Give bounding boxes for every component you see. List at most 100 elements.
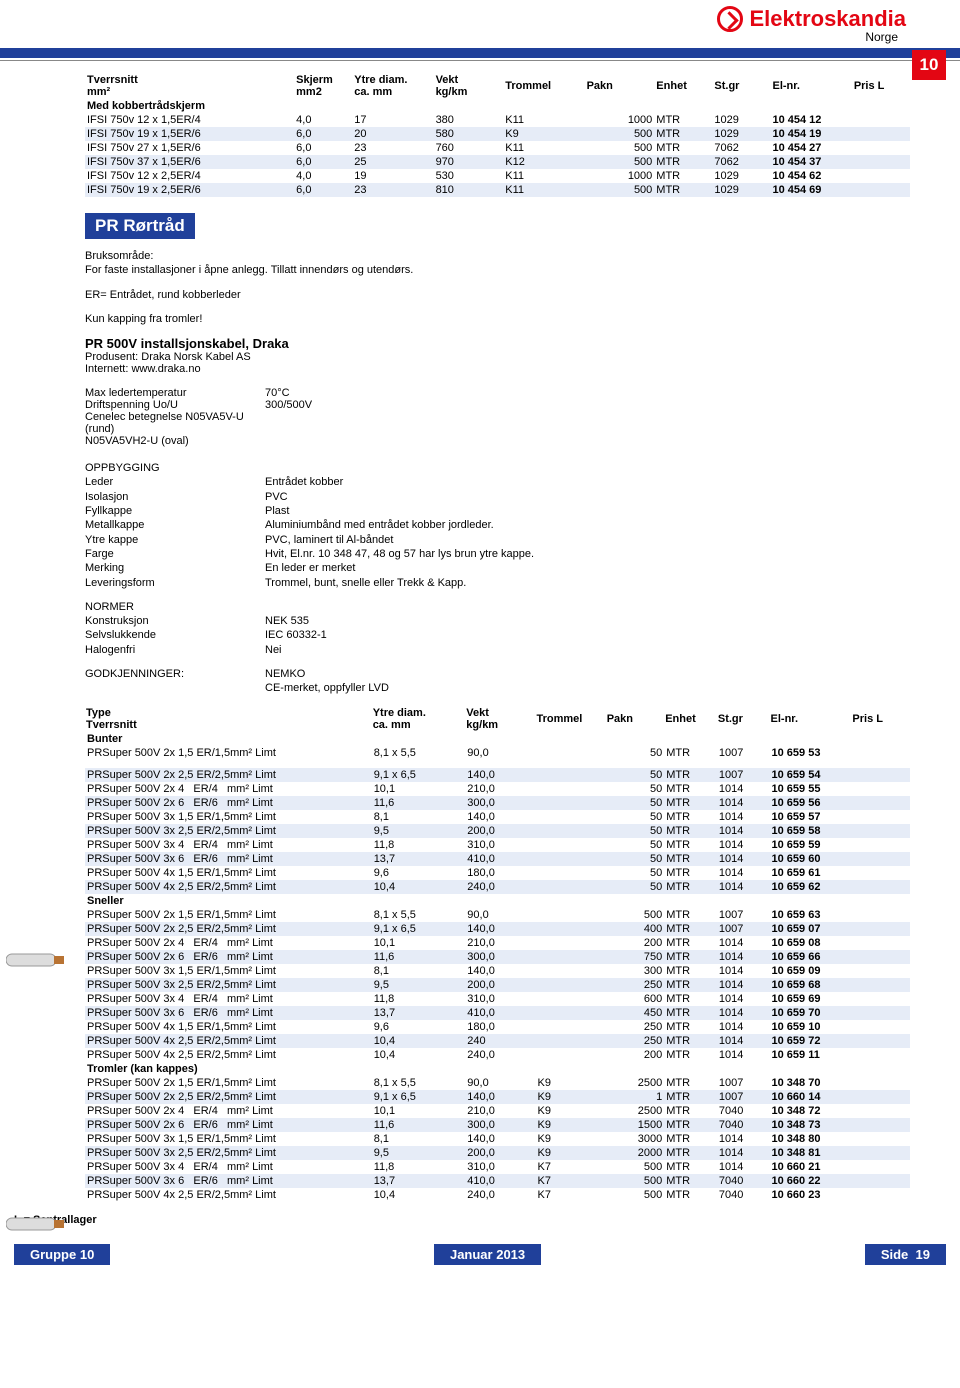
col-header: Ytre diam.ca. mm bbox=[352, 73, 433, 99]
spec-row: Driftspenning Uo/U300/500V bbox=[85, 399, 910, 411]
oppbygging-row: FyllkappePlast bbox=[85, 504, 910, 518]
table-row: PRSuper 500V 3x 4 ER/4 mm² Limt 11,8310,… bbox=[85, 838, 910, 852]
footer-center: Januar 2013 bbox=[434, 1244, 541, 1265]
table-row: PRSuper 500V 4x 2,5 ER/2,5mm² Limt 10,42… bbox=[85, 1188, 910, 1202]
godkj-label: GODKJENNINGER: bbox=[85, 667, 265, 696]
footer: Gruppe 10 Januar 2013 Side 19 bbox=[0, 1244, 960, 1265]
footer-right: Side 19 bbox=[865, 1244, 946, 1265]
spec-row: Max ledertemperatur70°C bbox=[85, 387, 910, 399]
table-section-label: Sneller bbox=[85, 894, 910, 908]
table-row: PRSuper 500V 3x 1,5 ER/1,5mm² Limt 8,114… bbox=[85, 810, 910, 824]
table-row: IFSI 750v 12 x 2,5ER/44,019530K11 1000MT… bbox=[85, 169, 910, 183]
footer-sentr: L = Sentrallager bbox=[0, 1214, 960, 1226]
page-badge: 10 bbox=[912, 50, 946, 80]
oppbygging-row: LeveringsformTrommel, bunt, snelle eller… bbox=[85, 576, 910, 590]
table-row: PRSuper 500V 3x 2,5 ER/2,5mm² Limt 9,520… bbox=[85, 978, 910, 992]
table-row: PRSuper 500V 2x 2,5 ER/2,5mm² Limt 9,1 x… bbox=[85, 768, 910, 782]
col-header: St.gr bbox=[717, 706, 770, 732]
oppbygging-row: IsolasjonPVC bbox=[85, 490, 910, 504]
header-rule-thin bbox=[0, 60, 960, 61]
table-row: PRSuper 500V 2x 2,5 ER/2,5mm² Limt 9,1 x… bbox=[85, 922, 910, 936]
col-header: El-nr. bbox=[770, 73, 851, 99]
oppbygging-label: OPPBYGGING bbox=[85, 461, 910, 475]
bruks-label: Bruksområde: bbox=[85, 250, 153, 262]
er-text: ER= Entrådet, rund kobberleder bbox=[85, 288, 910, 302]
col-header: TypeTverrsnitt bbox=[85, 706, 372, 732]
table-row: PRSuper 500V 4x 2,5 ER/2,5mm² Limt 10,42… bbox=[85, 1034, 910, 1048]
spec-row: Cenelec betegnelse N05VA5V-U (rund) bbox=[85, 411, 910, 435]
table-row: PRSuper 500V 2x 4 ER/4 mm² Limt 10,1210,… bbox=[85, 936, 910, 950]
internet-label: Internett: bbox=[85, 363, 128, 375]
col-header: Trommel bbox=[536, 706, 606, 732]
normer-row: SelvslukkendeIEC 60332-1 bbox=[85, 628, 910, 642]
header-rule-blue bbox=[0, 48, 960, 58]
table-row: PRSuper 500V 2x 1,5 ER/1,5mm² Limt 8,1 x… bbox=[85, 746, 910, 760]
brand-logo: Elektroskandia bbox=[717, 6, 906, 32]
col-header: Enhet bbox=[664, 706, 717, 732]
col-header: Trommel bbox=[503, 73, 584, 99]
table-row: PRSuper 500V 3x 1,5 ER/1,5mm² Limt 8,114… bbox=[85, 964, 910, 978]
subsection-title: PR 500V installsjonskabel, Draka bbox=[85, 336, 910, 351]
table-row: PRSuper 500V 3x 2,5 ER/2,5mm² Limt 9,520… bbox=[85, 824, 910, 838]
normer-label: NORMER bbox=[85, 600, 910, 614]
internet-row: Internett: www.draka.no bbox=[85, 363, 910, 375]
oppbygging-row: Ytre kappePVC, laminert til Al-båndet bbox=[85, 533, 910, 547]
table-row: PRSuper 500V 2x 2,5 ER/2,5mm² Limt 9,1 x… bbox=[85, 1090, 910, 1104]
table-row: PRSuper 500V 3x 6 ER/6 mm² Limt 13,7410,… bbox=[85, 1174, 910, 1188]
table-row: PRSuper 500V 2x 4 ER/4 mm² Limt 10,1210,… bbox=[85, 782, 910, 796]
table-row: PRSuper 500V 4x 1,5 ER/1,5mm² Limt 9,618… bbox=[85, 866, 910, 880]
cable-thumb-icon bbox=[6, 1210, 66, 1238]
table-row: IFSI 750v 37 x 1,5ER/66,025970K12 500MTR… bbox=[85, 155, 910, 169]
table-row: PRSuper 500V 4x 1,5 ER/1,5mm² Limt 9,618… bbox=[85, 1020, 910, 1034]
col-header: Enhet bbox=[654, 73, 712, 99]
col-header: Pakn bbox=[606, 706, 665, 732]
col-header: El-nr. bbox=[770, 706, 852, 732]
table-row: PRSuper 500V 3x 4 ER/4 mm² Limt 11,8310,… bbox=[85, 1160, 910, 1174]
table-section-label: Tromler (kan kappes) bbox=[85, 1062, 910, 1076]
table-row: IFSI 750v 27 x 1,5ER/66,023760K11 500MTR… bbox=[85, 141, 910, 155]
table-row: IFSI 750v 19 x 1,5ER/66,020580K9 500MTR1… bbox=[85, 127, 910, 141]
col-header: Skjermmm2 bbox=[294, 73, 352, 99]
table-section-label: Bunter bbox=[85, 732, 910, 746]
col-header: Pris L bbox=[852, 73, 910, 99]
table-row: PRSuper 500V 2x 6 ER/6 mm² Limt 11,6300,… bbox=[85, 950, 910, 964]
specs-block: Max ledertemperatur70°CDriftspenning Uo/… bbox=[85, 387, 910, 447]
table-row: PRSuper 500V 4x 2,5 ER/2,5mm² Limt 10,42… bbox=[85, 1048, 910, 1062]
internet-val: www.draka.no bbox=[131, 363, 200, 375]
col-header: Vektkg/km bbox=[465, 706, 535, 732]
spec-row: N05VA5VH2-U (oval) bbox=[85, 435, 910, 447]
normer-row: HalogenfriNei bbox=[85, 643, 910, 657]
table-prsuper: TypeTverrsnittYtre diam.ca. mmVektkg/kmT… bbox=[85, 706, 910, 1202]
godkj-row: NEMKO bbox=[265, 667, 910, 681]
table-row: PRSuper 500V 3x 4 ER/4 mm² Limt 11,8310,… bbox=[85, 992, 910, 1006]
godkj-block: GODKJENNINGER: NEMKOCE-merket, oppfyller… bbox=[85, 667, 910, 696]
table-row: IFSI 750v 12 x 1,5ER/44,017380K11 1000MT… bbox=[85, 113, 910, 127]
footer-left: Gruppe 10 bbox=[14, 1244, 110, 1265]
oppbygging-row: LederEntrådet kobber bbox=[85, 475, 910, 489]
producer-val: Draka Norsk Kabel AS bbox=[141, 351, 250, 363]
header: Elektroskandia Norge bbox=[0, 0, 960, 48]
table-row: PRSuper 500V 2x 1,5 ER/1,5mm² Limt 8,1 x… bbox=[85, 908, 910, 922]
table-row: PRSuper 500V 2x 4 ER/4 mm² Limt 10,1210,… bbox=[85, 1104, 910, 1118]
table-row: PRSuper 500V 3x 6 ER/6 mm² Limt 13,7410,… bbox=[85, 852, 910, 866]
table-row: IFSI 750v 19 x 2,5ER/66,023810K11 500MTR… bbox=[85, 183, 910, 197]
normer-row: KonstruksjonNEK 535 bbox=[85, 614, 910, 628]
normer-block: NORMER KonstruksjonNEK 535SelvslukkendeI… bbox=[85, 600, 910, 657]
col-header: Pakn bbox=[585, 73, 655, 99]
cable-thumb-icon bbox=[6, 946, 66, 974]
table-row: PRSuper 500V 2x 1,5 ER/1,5mm² Limt 8,1 x… bbox=[85, 1076, 910, 1090]
col-header: Vektkg/km bbox=[434, 73, 504, 99]
table-ifsi: Tverrsnittmm²Skjermmm2Ytre diam.ca. mmVe… bbox=[85, 73, 910, 197]
kapping-text: Kun kapping fra tromler! bbox=[85, 312, 910, 326]
brand-region: Norge bbox=[865, 30, 898, 44]
oppbygging-row: MetallkappeAluminiumbånd med entrådet ko… bbox=[85, 518, 910, 532]
table-row: PRSuper 500V 2x 6 ER/6 mm² Limt 11,6300,… bbox=[85, 1118, 910, 1132]
brand-name: Elektroskandia bbox=[749, 6, 906, 32]
bruks-block: Bruksområde: For faste installasjoner i … bbox=[85, 249, 910, 278]
col-header: St.gr bbox=[712, 73, 770, 99]
table-section-label: Med kobbertrådskjerm bbox=[85, 99, 910, 113]
bruks-text: For faste installasjoner i åpne anlegg. … bbox=[85, 264, 413, 276]
table-row: PRSuper 500V 3x 6 ER/6 mm² Limt 13,7410,… bbox=[85, 1006, 910, 1020]
brand-icon bbox=[717, 6, 743, 32]
col-header: Tverrsnittmm² bbox=[85, 73, 294, 99]
